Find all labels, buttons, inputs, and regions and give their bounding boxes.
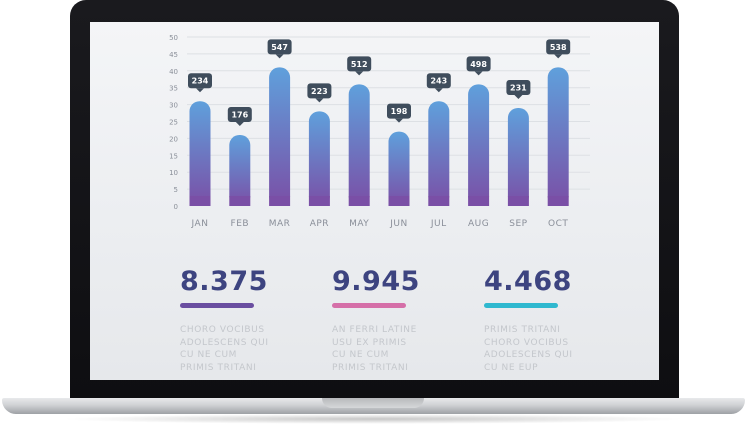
- data-label-jan: 234: [188, 73, 212, 93]
- laptop-shadow: [60, 414, 687, 424]
- stat-caption-line: ADOLESCENS QUI: [484, 350, 573, 360]
- stat-block-3: 4.468 PRIMIS TRITANI CHORO VOCIBUS ADOLE…: [484, 266, 644, 374]
- data-label-jun: 198: [387, 103, 411, 123]
- bar-base-jun: [388, 196, 410, 206]
- x-tick-label: AUG: [468, 219, 489, 229]
- x-tick-label: MAY: [349, 219, 369, 229]
- data-label-text: 547: [271, 43, 288, 52]
- y-tick-label: 40: [169, 68, 178, 76]
- stat-caption-line: PRIMIS TRITANI: [332, 362, 409, 373]
- y-tick-label: 30: [169, 102, 178, 110]
- y-tick-label: 0: [174, 203, 178, 211]
- data-label-text: 176: [231, 111, 248, 120]
- data-label-text: 498: [470, 60, 487, 69]
- data-label-apr: 223: [307, 83, 332, 103]
- x-tick-label: OCT: [548, 219, 568, 229]
- laptop-notch: [322, 398, 424, 408]
- stat-value: 8.375: [180, 266, 268, 297]
- bar-base-feb: [229, 196, 251, 206]
- bar-jan: [189, 101, 211, 206]
- data-label-jul: 243: [426, 73, 451, 93]
- data-label-may: 512: [347, 56, 372, 76]
- bar-base-jan: [189, 196, 211, 206]
- y-tick-label: 45: [169, 51, 178, 59]
- y-tick-label: 20: [169, 135, 178, 143]
- stat-accent-bar: [332, 303, 406, 308]
- stat-caption-line: CU NE EUP: [484, 362, 539, 373]
- bar-jun: [388, 131, 410, 206]
- data-label-text: 234: [192, 77, 209, 86]
- data-label-text: 231: [510, 83, 527, 92]
- bar-base-sep: [507, 196, 529, 206]
- bar-oct: [547, 67, 569, 206]
- laptop-screen: 0 5 10 15 20 25 30 35 40 45 50 234 176 547 223 512 198 2…: [90, 22, 659, 380]
- x-tick-label: MAR: [269, 219, 291, 229]
- stat-caption-line: ADOLESCENS QUI: [180, 337, 269, 348]
- data-label-text: 198: [391, 107, 408, 116]
- stat-caption-line: USU EX PRIMIS: [332, 337, 407, 348]
- y-tick-label: 35: [169, 85, 178, 93]
- bar-chart: 0 5 10 15 20 25 30 35 40 45 50 234 176 547 223 512 198 2…: [169, 34, 590, 229]
- bar-feb: [229, 135, 251, 206]
- x-tick-label: JUN: [389, 219, 407, 229]
- y-tick-label: 15: [169, 152, 178, 160]
- x-tick-label: JUL: [430, 219, 447, 229]
- bar-base-may: [348, 196, 370, 206]
- bar-base-mar: [269, 196, 291, 206]
- data-label-text: 243: [430, 77, 447, 86]
- stat-block-1: 8.375 CHORO VOCIBUS ADOLESCENS QUI CU NE…: [180, 266, 340, 374]
- bar-base-oct: [547, 196, 569, 206]
- bar-base-aug: [468, 196, 490, 206]
- data-label-text: 223: [311, 87, 328, 96]
- stat-caption-line: AN FERRI LATINE: [332, 325, 417, 335]
- bar-base-apr: [308, 196, 330, 206]
- stat-block-2: 9.945 AN FERRI LATINE USU EX PRIMIS CU N…: [332, 266, 492, 374]
- stat-caption-line: CU NE CUM: [332, 350, 390, 360]
- stat-value: 9.945: [332, 266, 420, 297]
- stat-caption-line: PRIMIS TRITANI: [484, 325, 561, 335]
- x-tick-label: APR: [310, 219, 329, 229]
- stat-caption-line: CU NE CUM: [180, 350, 238, 360]
- bar-mar: [269, 67, 291, 206]
- data-label-aug: 498: [466, 56, 491, 76]
- x-tick-label: SEP: [509, 219, 527, 229]
- data-label-oct: 538: [546, 39, 571, 59]
- stat-caption-line: PRIMIS TRITANI: [180, 362, 257, 373]
- y-tick-label: 10: [169, 169, 178, 177]
- stat-value: 4.468: [484, 266, 572, 297]
- x-tick-label: JAN: [191, 219, 209, 229]
- data-label-text: 512: [351, 60, 368, 69]
- y-tick-label: 25: [169, 119, 178, 127]
- bar-apr: [308, 111, 330, 206]
- x-tick-label: FEB: [231, 219, 250, 229]
- bar-base-jul: [428, 196, 450, 206]
- stat-caption-line: CHORO VOCIBUS: [484, 337, 569, 348]
- bar-jul: [428, 101, 450, 206]
- bar-may: [348, 84, 370, 206]
- data-label-text: 538: [550, 43, 567, 52]
- y-tick-label: 50: [169, 34, 178, 42]
- stat-accent-bar: [180, 303, 254, 308]
- y-tick-label: 5: [174, 186, 178, 194]
- stat-caption-line: CHORO VOCIBUS: [180, 325, 265, 335]
- stat-accent-bar: [484, 303, 558, 308]
- data-label-mar: 547: [267, 39, 292, 59]
- data-label-sep: 231: [506, 79, 531, 99]
- bar-aug: [468, 84, 490, 206]
- bar-sep: [507, 107, 529, 206]
- data-label-feb: 176: [227, 107, 252, 127]
